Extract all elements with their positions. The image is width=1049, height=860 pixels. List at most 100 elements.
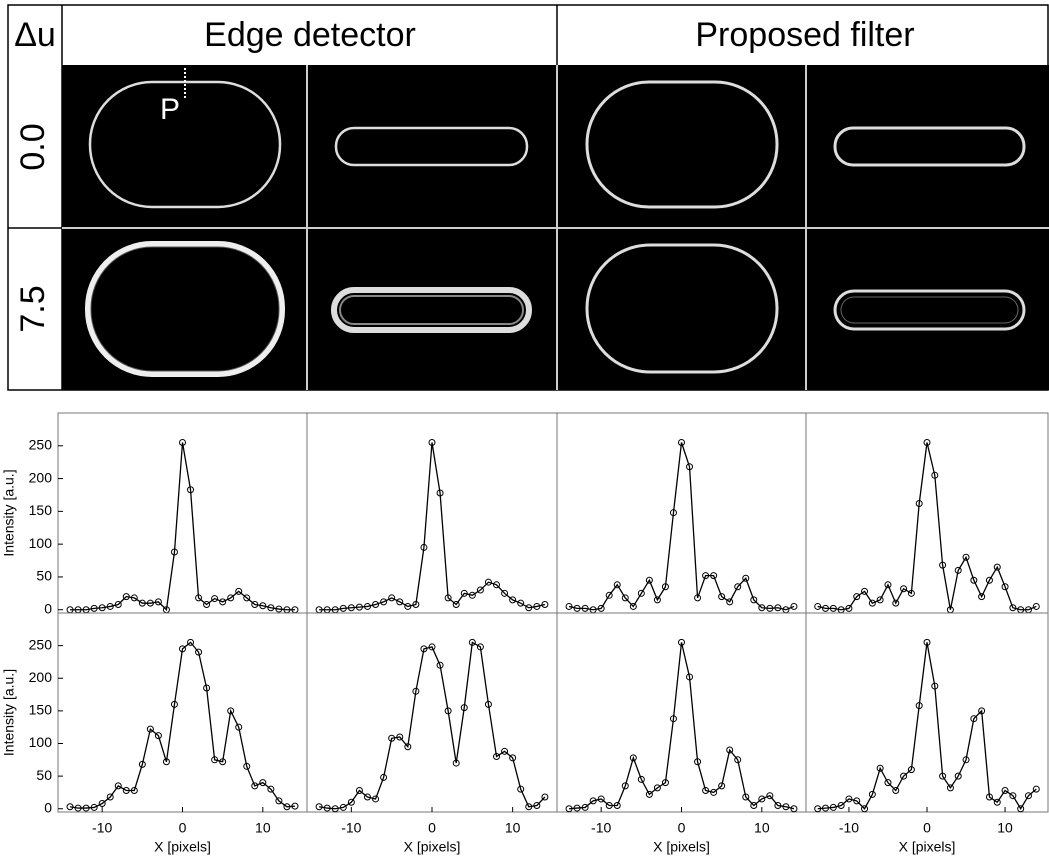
data-point	[452, 759, 460, 767]
data-point	[954, 566, 962, 574]
data-point	[702, 572, 710, 580]
data-point	[829, 604, 837, 612]
x-axis-label: X [pixels]	[899, 839, 956, 855]
data-point	[814, 602, 822, 610]
data-point	[774, 604, 782, 612]
data-line	[318, 641, 546, 810]
row-header: 7.5	[14, 285, 52, 332]
line-chart: 0 50 100 150 200 250 Intensity [a.u.]	[1, 412, 308, 616]
data-point	[162, 758, 170, 766]
data-point	[726, 598, 734, 606]
data-point	[637, 589, 645, 597]
data-point	[923, 638, 931, 646]
data-point	[915, 499, 923, 507]
data-point	[525, 803, 533, 811]
data-point	[694, 758, 702, 766]
data-point	[227, 707, 235, 715]
column-header: Edge detector	[204, 16, 416, 54]
data-point	[669, 509, 677, 517]
data-point	[774, 801, 782, 809]
data-point	[661, 583, 669, 591]
data-point	[267, 785, 275, 793]
data-point	[1009, 604, 1017, 612]
data-point	[428, 643, 436, 651]
data-point	[962, 756, 970, 764]
y-tick-label: 250	[29, 636, 53, 652]
data-point	[380, 598, 388, 606]
line-chart	[556, 412, 807, 614]
y-tick-label: 250	[29, 436, 53, 452]
data-point	[946, 784, 954, 792]
data-point	[876, 596, 884, 604]
data-point	[476, 643, 484, 651]
data-point	[637, 775, 645, 783]
data-point	[629, 602, 637, 610]
data-point	[876, 764, 884, 772]
data-point	[444, 594, 452, 602]
line-chart: -10 0 10 X [pixels]	[306, 612, 558, 855]
outline	[585, 80, 779, 209]
data-point	[985, 793, 993, 801]
data-point	[653, 784, 661, 792]
data-point	[388, 594, 396, 602]
line-chart: -10 0 10 X [pixels]	[805, 612, 1049, 855]
data-point	[694, 594, 702, 602]
data-point	[396, 598, 404, 606]
data-point	[267, 604, 275, 612]
data-point	[235, 587, 243, 595]
data-point	[227, 594, 235, 602]
data-point	[845, 604, 853, 612]
data-point	[187, 486, 195, 494]
data-point	[822, 604, 830, 612]
data-point	[710, 572, 718, 580]
x-axis-label: X [pixels]	[653, 839, 710, 855]
data-point	[573, 804, 581, 812]
data-point	[1001, 786, 1009, 794]
x-tick-label: 10	[997, 820, 1013, 836]
x-tick-label: 10	[505, 820, 521, 836]
line-chart: -10 0 10 X [pixels]	[556, 612, 807, 855]
data-point	[106, 602, 114, 610]
data-point	[460, 589, 468, 597]
data-point	[339, 803, 347, 811]
outline	[833, 289, 1026, 331]
data-point	[829, 803, 837, 811]
y-tick-label: 150	[29, 502, 53, 518]
data-point	[923, 439, 931, 447]
data-point	[323, 804, 331, 812]
outline	[90, 246, 280, 372]
data-point	[444, 707, 452, 715]
data-point	[484, 578, 492, 586]
data-point	[892, 599, 900, 607]
outline	[334, 126, 529, 167]
data-point	[291, 802, 299, 810]
data-point	[742, 574, 750, 582]
x-axis-label: X [pixels]	[154, 839, 211, 855]
data-point	[931, 682, 939, 690]
data-point	[782, 803, 790, 811]
x-tick-label: 0	[428, 820, 436, 836]
data-point	[978, 593, 986, 601]
data-point	[74, 804, 82, 812]
data-point	[98, 800, 106, 808]
data-point	[884, 779, 892, 787]
y-tick-label: 0	[44, 799, 52, 815]
data-point	[146, 599, 154, 607]
data-point	[1009, 792, 1017, 800]
data-point	[283, 803, 291, 811]
outline	[585, 243, 779, 374]
data-point	[259, 602, 267, 610]
data-point	[993, 798, 1001, 806]
data-point	[211, 756, 219, 764]
x-tick-label: 0	[678, 820, 686, 836]
data-point	[1024, 792, 1032, 800]
data-point	[758, 604, 766, 612]
y-tick-label: 100	[29, 734, 53, 750]
data-point	[605, 801, 613, 809]
data-point	[509, 754, 517, 762]
line-chart	[306, 412, 558, 614]
data-point	[790, 602, 798, 610]
data-point	[742, 793, 750, 801]
data-point	[66, 803, 74, 811]
data-point	[669, 715, 677, 723]
